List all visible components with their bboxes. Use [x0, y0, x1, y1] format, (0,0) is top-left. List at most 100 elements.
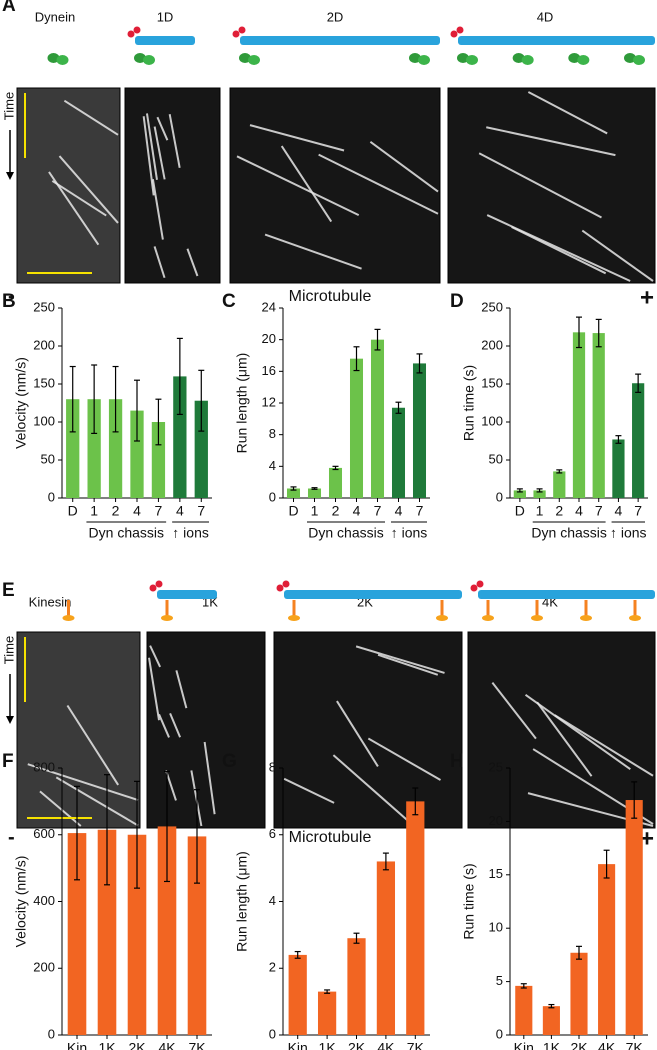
y-tick-label: 5: [496, 973, 503, 988]
x-tick-label: D: [68, 503, 78, 519]
motor-cartoon: [577, 55, 590, 65]
kymograph: [229, 87, 441, 284]
error-bar: [516, 488, 523, 493]
time-arrow-head: [6, 172, 14, 180]
time-label: Time: [1, 636, 16, 664]
x-tick-label: 4K: [377, 1040, 395, 1050]
motor-cartoon: [580, 615, 592, 621]
motor-cartoon: [633, 55, 645, 65]
bar: [542, 1006, 560, 1035]
error-bar: [374, 328, 381, 351]
y-axis-label: Run time (s): [461, 863, 477, 939]
bar: [625, 800, 643, 1035]
microtubule-cartoon: [458, 36, 655, 45]
y-axis-label: Velocity (nm/s): [13, 357, 29, 449]
minus-label: -: [8, 285, 15, 307]
plus-label: +: [640, 825, 654, 852]
track-label: Microtubule: [289, 829, 372, 846]
streak: [249, 124, 345, 152]
error-bar: [324, 989, 331, 994]
kymograph: [447, 87, 656, 284]
x-tick-label: 4: [575, 503, 583, 519]
group-label: Dyn chassis: [308, 525, 383, 541]
tag-cartoon: [282, 580, 290, 588]
y-tick-label: 150: [33, 375, 55, 390]
x-tick-label: 4: [615, 503, 623, 519]
streak: [190, 770, 203, 827]
y-tick-label: 20: [489, 813, 503, 828]
x-tick-label: 2: [112, 503, 120, 519]
tag-cartoon: [133, 26, 141, 34]
streak: [165, 770, 177, 801]
error-bar: [294, 950, 301, 959]
error-bar: [635, 373, 642, 393]
x-tick-label: 1: [311, 503, 319, 519]
bar: [553, 471, 566, 498]
y-tick-label: 400: [33, 893, 55, 908]
bar: [87, 399, 101, 498]
bar: [66, 399, 80, 498]
bar: [391, 407, 406, 498]
error-bar: [353, 346, 360, 372]
x-tick-label: 7: [374, 503, 382, 519]
streak: [283, 777, 335, 804]
kymograph-title: Dynein: [35, 9, 75, 24]
tag-cartoon: [127, 30, 135, 38]
tag-cartoon: [238, 26, 246, 34]
group-label: ↑ ions: [172, 525, 209, 541]
error-bar: [631, 781, 638, 819]
streak: [554, 714, 654, 777]
streak: [63, 99, 119, 136]
tag-cartoon: [149, 584, 157, 592]
y-tick-label: 0: [48, 1026, 55, 1041]
streak: [332, 754, 415, 827]
y-tick-label: 12: [262, 394, 276, 409]
y-tick-label: 100: [33, 413, 55, 428]
group-label: ↑ ions: [610, 525, 647, 541]
streak: [149, 645, 161, 668]
y-axis-label: Run length (μm): [234, 353, 250, 454]
y-tick-label: 0: [269, 489, 276, 504]
y-tick-label: 200: [33, 337, 55, 352]
kymograph: [124, 87, 221, 284]
streak: [581, 229, 654, 282]
motor-cartoon: [143, 55, 155, 65]
error-bar: [104, 774, 110, 886]
x-tick-label: Kin: [288, 1040, 308, 1050]
error-bar: [416, 353, 423, 374]
x-tick-label: 1K: [319, 1040, 337, 1050]
streak: [336, 700, 379, 767]
tag-cartoon: [450, 30, 458, 38]
plus-label: +: [640, 284, 654, 311]
microtubule-cartoon: [284, 590, 462, 599]
time-label: Time: [1, 92, 16, 120]
streak: [478, 152, 602, 219]
y-tick-label: 10: [489, 920, 503, 935]
bar: [288, 954, 307, 1035]
error-bar: [91, 364, 98, 434]
tag-cartoon: [155, 580, 163, 588]
x-tick-label: 4: [353, 503, 361, 519]
motor-cartoon: [629, 615, 641, 621]
motor-cartoon: [466, 55, 478, 65]
error-bar: [382, 852, 389, 871]
motor-cartoon: [418, 55, 430, 65]
x-tick-label: 7K: [626, 1040, 644, 1050]
x-tick-label: 7: [197, 503, 205, 519]
motor-cartoon: [248, 55, 260, 65]
kymograph: [146, 631, 266, 829]
panel-label: E: [2, 580, 15, 601]
motor-cartoon: [56, 55, 69, 65]
x-tick-label: 1K: [543, 1040, 561, 1050]
error-bar: [576, 945, 582, 960]
streak: [175, 670, 188, 709]
x-tick-label: 7K: [188, 1040, 206, 1050]
group-label: Dyn chassis: [89, 525, 164, 541]
streak: [66, 704, 120, 786]
error-bar: [134, 780, 140, 889]
x-tick-label: 1: [90, 503, 98, 519]
motor-cartoon: [47, 53, 60, 63]
error-bar: [176, 337, 183, 415]
bar: [412, 363, 427, 498]
